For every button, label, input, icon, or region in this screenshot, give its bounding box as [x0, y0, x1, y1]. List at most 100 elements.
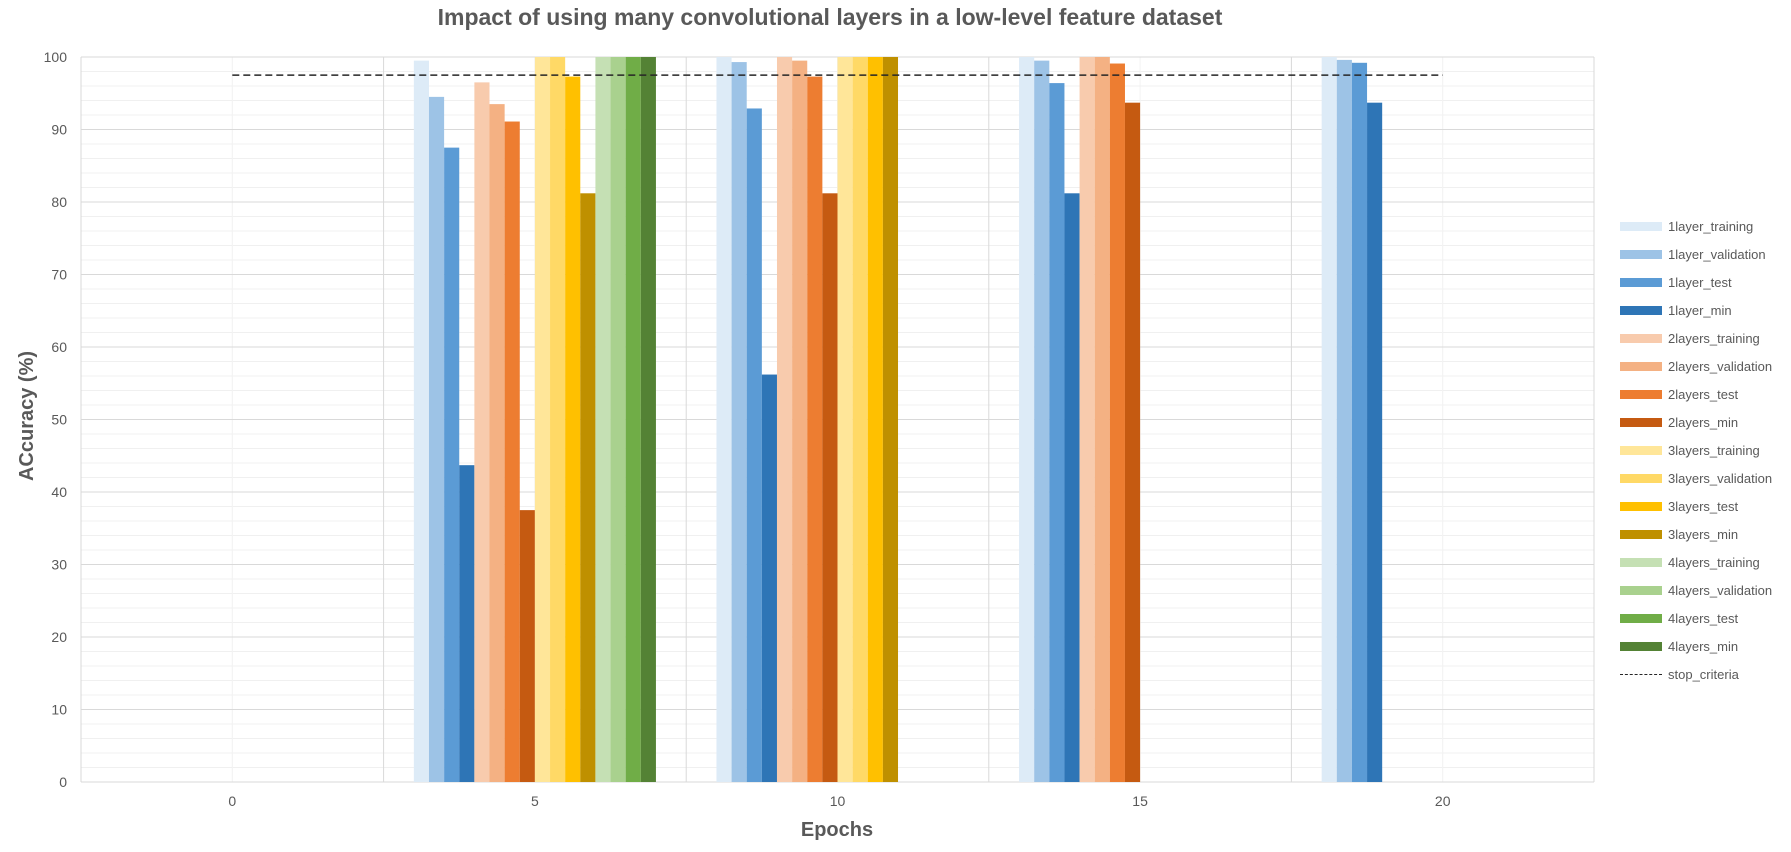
legend-item: 3layers_min — [1620, 520, 1772, 548]
y-tick-label: 10 — [51, 702, 67, 718]
legend-item: 4layers_min — [1620, 632, 1772, 660]
legend-label: 3layers_min — [1668, 526, 1739, 542]
x-tick-label: 15 — [1132, 793, 1148, 809]
y-tick-label: 80 — [51, 194, 67, 210]
bar-2layers_test-15 — [1109, 63, 1125, 782]
legend-swatch — [1620, 445, 1662, 455]
legend-item: 1layer_min — [1620, 296, 1772, 324]
bar-2layers_test-5 — [504, 121, 520, 782]
bar-3layers_test-5 — [565, 76, 581, 782]
bars — [413, 57, 1383, 783]
legend-swatch — [1620, 673, 1662, 675]
legend-swatch — [1620, 613, 1662, 623]
bar-1layer_min-15 — [1064, 193, 1080, 783]
bar-1layer_validation-20 — [1336, 59, 1352, 782]
bar-4layers_test-5 — [625, 57, 641, 782]
bar-3layers_test-10 — [867, 57, 883, 782]
y-tick-label: 70 — [51, 267, 67, 283]
y-tick-label: 50 — [51, 412, 67, 428]
legend-swatch — [1620, 417, 1662, 427]
legend-item: 3layers_training — [1620, 436, 1772, 464]
legend-swatch — [1620, 529, 1662, 539]
legend-swatch — [1620, 333, 1662, 343]
x-tick-label: 0 — [228, 793, 236, 809]
legend-label: 3layers_test — [1668, 498, 1739, 514]
y-axis-label: ACcuracy (%) — [16, 351, 38, 481]
legend-label: 2layers_validation — [1668, 358, 1773, 374]
legend-swatch — [1620, 249, 1662, 259]
legend-label: 1layer_min — [1668, 302, 1732, 318]
bar-2layers_validation-5 — [489, 104, 505, 782]
x-tick-label: 20 — [1435, 793, 1451, 809]
bar-3layers_validation-5 — [550, 57, 566, 782]
bar-4layers_min-5 — [640, 57, 656, 782]
bar-2layers_test-10 — [807, 76, 823, 782]
legend-label: 2layers_test — [1668, 386, 1739, 402]
legend-label: 1layer_test — [1668, 274, 1732, 290]
legend-label: 3layers_training — [1668, 442, 1760, 458]
bar-2layers_min-5 — [519, 510, 535, 782]
legend-label: stop_criteria — [1668, 666, 1739, 682]
x-tick-label: 5 — [531, 793, 539, 809]
legend-swatch — [1620, 585, 1662, 595]
legend-item: 2layers_training — [1620, 324, 1772, 352]
legend-item: 4layers_test — [1620, 604, 1772, 632]
x-axis-ticks: 0 5 10 15 20 — [228, 793, 1450, 809]
bar-1layer_validation-5 — [428, 96, 445, 782]
legend-swatch — [1620, 473, 1662, 483]
bar-4layers_training-5 — [595, 57, 611, 782]
legend-item: 1layer_validation — [1620, 240, 1772, 268]
bar-2layers_training-10 — [776, 57, 793, 782]
legend-label: 4layers_min — [1668, 638, 1739, 654]
legend-label: 1layer_validation — [1668, 246, 1766, 262]
bar-2layers_training-15 — [1079, 57, 1095, 782]
bar-2layers_validation-10 — [792, 60, 808, 782]
legend-label: 4layers_validation — [1668, 582, 1773, 598]
bar-1layer_test-5 — [444, 147, 460, 782]
bar-2layers_min-15 — [1124, 102, 1141, 783]
legend-label: 4layers_test — [1668, 610, 1739, 626]
x-tick-label: 10 — [830, 793, 846, 809]
legend-swatch — [1620, 389, 1662, 399]
y-tick-label: 100 — [44, 49, 68, 65]
bar-1layer_test-10 — [746, 108, 762, 783]
legend-label: 2layers_min — [1668, 414, 1739, 430]
bar-1layer_test-20 — [1351, 62, 1368, 783]
y-tick-label: 0 — [59, 774, 67, 790]
legend-swatch — [1620, 361, 1662, 371]
bar-1layer_training-15 — [1019, 57, 1035, 782]
bar-1layer_min-20 — [1367, 102, 1383, 783]
x-axis-label: Epochs — [801, 819, 873, 841]
y-tick-label: 40 — [51, 484, 67, 500]
legend-item: 1layer_test — [1620, 268, 1772, 296]
legend-label: 3layers_validation — [1668, 470, 1773, 486]
legend-item: stop_criteria — [1620, 660, 1772, 688]
legend: 1layer_training 1layer_validation 1layer_t… — [1620, 212, 1772, 688]
bar-1layer_training-20 — [1321, 57, 1337, 782]
chart-plot: 0 10 20 30 40 50 60 70 80 90 100 0 5 10 15 20 ACcuracy… — [16, 49, 1595, 841]
bar-1layer_training-10 — [716, 57, 732, 782]
bar-2layers_training-5 — [474, 82, 490, 782]
y-tick-label: 20 — [51, 629, 67, 645]
bar-1layer_min-5 — [459, 465, 475, 782]
legend-item: 2layers_test — [1620, 380, 1772, 408]
legend-item: 4layers_validation — [1620, 576, 1772, 604]
y-tick-label: 30 — [51, 557, 67, 573]
bar-3layers_validation-10 — [852, 57, 868, 782]
y-axis-ticks: 0 10 20 30 40 50 60 70 80 90 100 — [44, 49, 68, 790]
chart-title: Impact of using many convolutional layer… — [437, 4, 1223, 30]
y-tick-label: 60 — [51, 339, 67, 355]
bar-3layers_min-5 — [580, 193, 596, 783]
bar-3layers_training-5 — [534, 57, 551, 782]
bar-3layers_min-10 — [882, 57, 899, 782]
legend-swatch — [1620, 221, 1662, 231]
legend-swatch — [1620, 501, 1662, 511]
bar-3layers_training-10 — [837, 57, 853, 782]
legend-item: 3layers_validation — [1620, 464, 1772, 492]
legend-item: 2layers_min — [1620, 408, 1772, 436]
legend-label: 4layers_training — [1668, 554, 1760, 570]
legend-label: 1layer_training — [1668, 218, 1754, 234]
legend-item: 1layer_training — [1620, 212, 1772, 240]
legend-swatch — [1620, 305, 1662, 315]
bar-2layers_min-10 — [822, 193, 838, 783]
